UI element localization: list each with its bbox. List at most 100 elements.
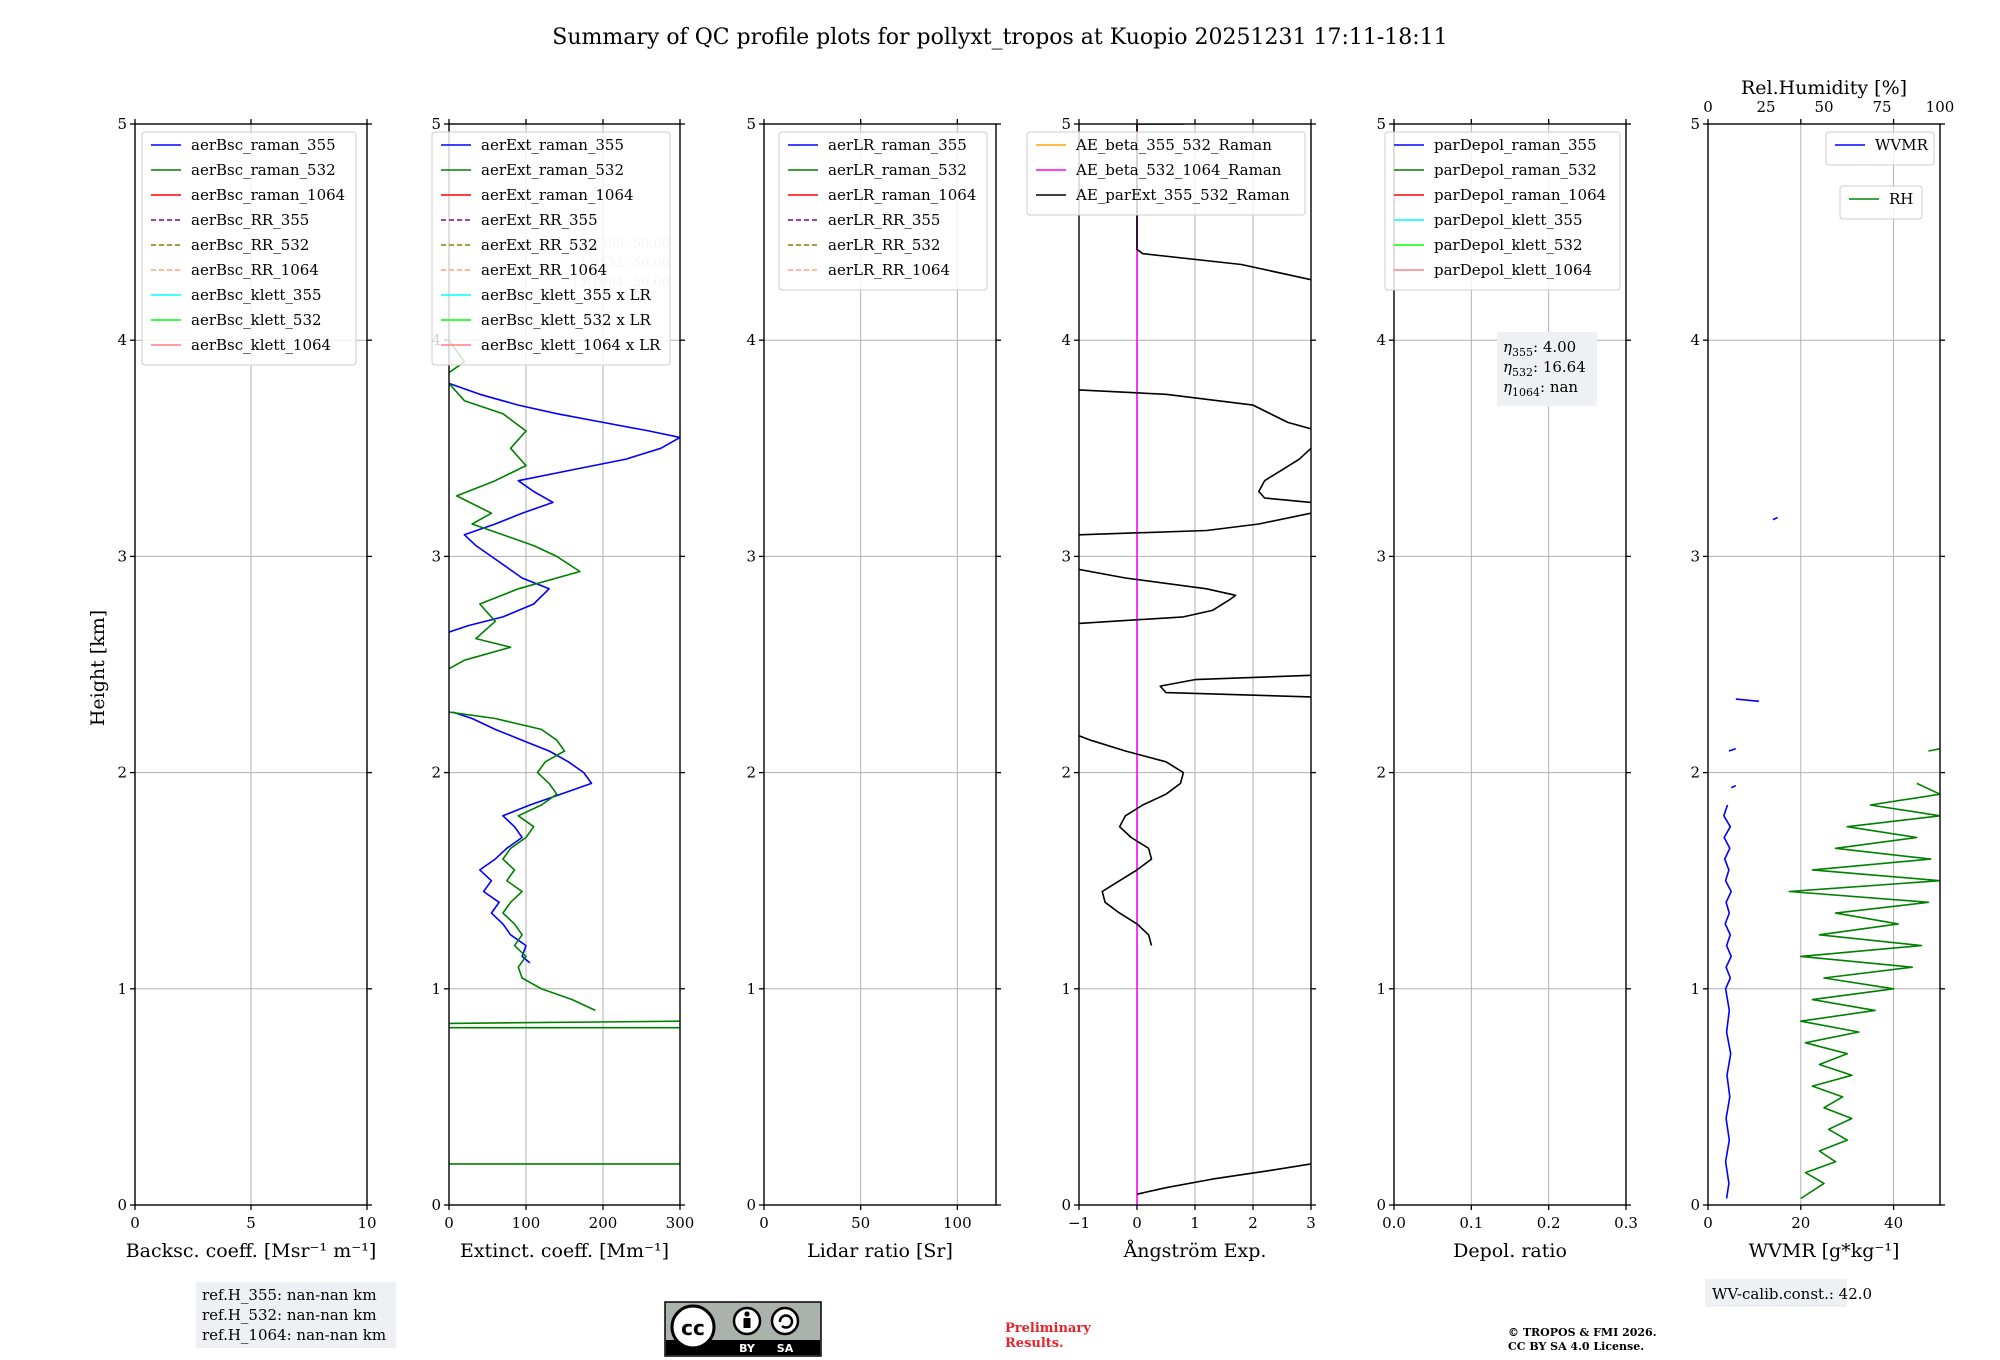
y-tick-label: 2 [117, 764, 127, 782]
series-line [1136, 124, 1311, 281]
y-tick-label: 4 [1690, 331, 1700, 349]
legend-label: aerExt_raman_1064 [481, 186, 634, 204]
series-WVMR [1723, 516, 1778, 1199]
y-tick-label: 5 [117, 115, 127, 133]
y-tick-label: 3 [1690, 547, 1700, 565]
legend-label: AE_beta_532_1064_Raman [1075, 161, 1282, 179]
legend-label: WVMR [1875, 136, 1929, 154]
y-tick-label: 0 [1690, 1196, 1700, 1214]
x-tick-label: 0 [130, 1214, 140, 1232]
y-tick-label: 0 [1376, 1196, 1386, 1214]
axes-frame [1393, 123, 1627, 1206]
series-line [1258, 447, 1311, 504]
panel-lr: 0 50 100 0 1 2 3 4 5 Lidar ratio [Sr] aerLR_raman_… [746, 115, 1001, 1262]
x-tick-label: 10 [357, 1214, 376, 1232]
series-line [1735, 698, 1760, 703]
legend-label: aerBsc_raman_355 [191, 136, 336, 154]
x-tick-label: 3 [1306, 1214, 1316, 1232]
top-x-tick-label: 0 [1703, 98, 1713, 116]
series-RH [1788, 748, 1940, 1200]
legend-label: aerLR_raman_532 [828, 161, 967, 179]
wv-calib-box: WV-calib.const.: 42.0 [1705, 1279, 1872, 1307]
y-tick-label: 1 [1061, 980, 1071, 998]
axes-frame [1707, 123, 1941, 1206]
x-tick-label: 100 [943, 1214, 972, 1232]
legend-label: aerExt_RR_355 [481, 211, 598, 229]
legend: aerExt_raman_355 aerExt_raman_532 aerExt_r… [431, 131, 671, 366]
reference-heights-box: ref.H_355: nan-nan km ref.H_532: nan-nan… [196, 1282, 396, 1348]
svg-text:BY: BY [739, 1342, 756, 1355]
y-tick-label: 5 [431, 115, 441, 133]
legend-label: RH [1889, 190, 1913, 208]
svg-text:SA: SA [777, 1342, 794, 1355]
y-tick-label: 2 [1690, 764, 1700, 782]
legend-label: parDepol_raman_532 [1434, 161, 1597, 179]
legend-label: aerBsc_klett_355 x LR [481, 286, 652, 304]
panel-bsc: 0 5 10 0 1 2 3 4 5 Backsc. coeff. [Msr⁻¹ m⁻¹] aerB… [117, 115, 376, 1262]
x-axis-label: WVMR [g*kg⁻¹] [1749, 1240, 1900, 1262]
series-line [1079, 568, 1237, 625]
legend-label: aerExt_RR_532 [481, 236, 598, 254]
y-tick-label: 2 [1061, 764, 1071, 782]
y-tick-label: 4 [1376, 331, 1386, 349]
y-tick-label: 5 [1690, 115, 1700, 133]
legend-label: aerExt_RR_1064 [481, 261, 607, 279]
cc-icon [670, 1304, 716, 1350]
series-line [1788, 782, 1940, 1200]
series-line [449, 382, 680, 633]
x-tick-label: 100 [512, 1214, 541, 1232]
top-x-axis-label: Rel.Humidity [%] [1741, 77, 1907, 99]
top-x-tick-label: 25 [1756, 98, 1775, 116]
legend-label: aerLR_RR_355 [828, 211, 940, 229]
eta-532: η532: 16.64 [1503, 358, 1586, 379]
legend-label: parDepol_klett_1064 [1434, 261, 1592, 279]
y-tick-label: 5 [1376, 115, 1386, 133]
legend-label: aerBsc_klett_355 [191, 286, 322, 304]
y-tick-label: 4 [117, 331, 127, 349]
y-tick-label: 0 [117, 1196, 127, 1214]
series-line [1728, 748, 1737, 752]
x-tick-label: 300 [666, 1214, 695, 1232]
x-tick-label: 0 [1132, 1214, 1142, 1232]
legend-label: parDepol_klett_532 [1434, 236, 1583, 254]
figure-title: Summary of QC profile plots for pollyxt_… [552, 25, 1447, 50]
x-tick-label: 5 [246, 1214, 256, 1232]
series-line [449, 711, 596, 1012]
legend-label: parDepol_klett_355 [1434, 211, 1583, 229]
legend-label: aerBsc_klett_532 [191, 311, 322, 329]
legend-label: parDepol_raman_1064 [1434, 186, 1606, 204]
y-tick-label: 1 [1690, 980, 1700, 998]
x-tick-label: 0.1 [1459, 1214, 1483, 1232]
legend-label: aerExt_raman_532 [481, 161, 624, 179]
series-line [449, 382, 581, 670]
top-x-tick-label: 75 [1872, 98, 1891, 116]
series-line [1136, 1163, 1311, 1195]
legend: parDepol_raman_355 parDepol_raman_532 parD… [1384, 131, 1621, 291]
legend-label: aerLR_RR_1064 [828, 261, 950, 279]
x-axis-label: Lidar ratio [Sr] [807, 1240, 953, 1262]
legend-label: aerBsc_klett_1064 x LR [481, 336, 661, 354]
series-AE_parExt_355_532_Raman [1079, 124, 1311, 1195]
x-tick-label: 1 [1190, 1214, 1200, 1232]
x-tick-label: 40 [1884, 1214, 1903, 1232]
y-tick-label: 1 [117, 980, 127, 998]
series-line [1079, 389, 1311, 430]
axes-frame [448, 123, 681, 1206]
series-line [1772, 516, 1778, 521]
x-axis-label: Ångström Exp. [1123, 1240, 1267, 1262]
x-tick-label: 0.3 [1614, 1214, 1638, 1232]
x-tick-label: 20 [1791, 1214, 1810, 1232]
eta-355: η355: 4.00 [1503, 338, 1576, 359]
x-tick-label: 2 [1248, 1214, 1258, 1232]
x-tick-label: 0 [759, 1214, 769, 1232]
series-line [1723, 804, 1732, 1199]
sa-icon [770, 1306, 800, 1336]
legend-label: aerLR_raman_355 [828, 136, 967, 154]
legend: aerLR_raman_355 aerLR_raman_532 aerLR_rama… [778, 131, 988, 291]
x-tick-label: 50 [851, 1214, 870, 1232]
y-tick-label: 2 [431, 764, 441, 782]
legend-label: aerBsc_raman_532 [191, 161, 336, 179]
x-tick-label: 0 [444, 1214, 454, 1232]
